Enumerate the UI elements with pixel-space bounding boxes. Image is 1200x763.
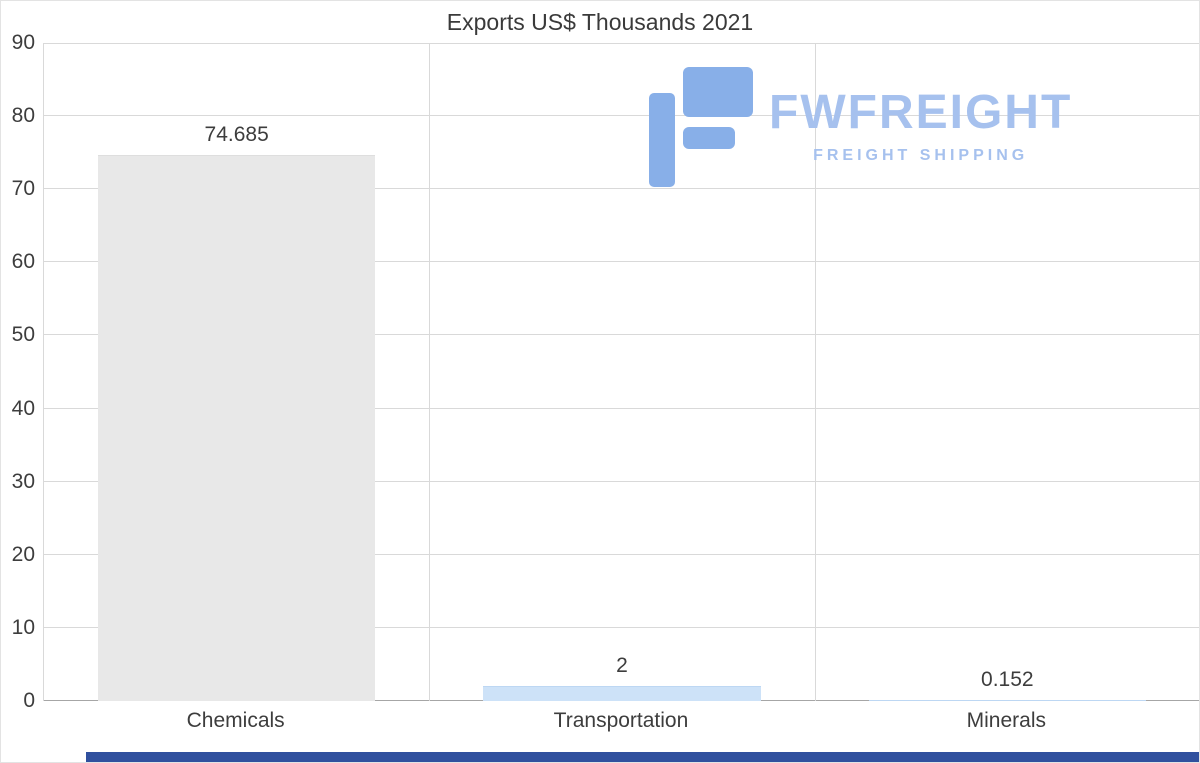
y-tick-label-50: 50 (11, 323, 35, 347)
y-tick-label-30: 30 (11, 469, 35, 493)
y-tick-label-20: 20 (11, 542, 35, 566)
x-tick-label-minerals: Minerals (966, 709, 1046, 732)
y-tick-label-80: 80 (11, 104, 35, 128)
gridline-y40 (44, 407, 1199, 409)
gridline-y50 (44, 334, 1199, 336)
y-axis: 0 10 20 30 40 50 60 70 80 90 (1, 31, 35, 712)
gridline-y70 (44, 188, 1199, 190)
gridline-y60 (44, 261, 1199, 263)
y-tick-label-40: 40 (11, 396, 35, 420)
y-tick-label-60: 60 (11, 250, 35, 274)
footer-strip (86, 752, 1199, 762)
value-label-transportation: 2 (616, 654, 628, 678)
bar-transportation[interactable] (483, 686, 761, 701)
x-tick-label-transportation: Transportation (553, 709, 689, 732)
logo-text-block: FWFREIGHT FREIGHT SHIPPING (769, 89, 1072, 165)
bar-minerals[interactable] (868, 699, 1147, 701)
fwfreight-logo: FWFREIGHT FREIGHT SHIPPING (649, 67, 1072, 187)
y-tick-label-0: 0 (23, 689, 35, 712)
y-tick-label-90: 90 (11, 31, 35, 54)
x-axis: Chemicals Transportation Minerals (43, 709, 1199, 743)
y-tick-label-70: 70 (11, 177, 35, 201)
value-label-chemicals: 74.685 (204, 122, 269, 146)
y-tick-label-10: 10 (11, 615, 35, 639)
logo-tagline: FREIGHT SHIPPING (813, 147, 1029, 164)
gridline-y30 (44, 480, 1199, 482)
gridline-x1 (429, 43, 431, 701)
gridline-y10 (44, 626, 1199, 628)
plot-area: 74.685 2 0.152 (43, 43, 1199, 701)
gridline-x2 (814, 43, 816, 701)
logo-name: FWFREIGHT (769, 86, 1073, 139)
bar-chemicals[interactable] (97, 154, 376, 701)
gridline-y80 (44, 115, 1199, 117)
x-tick-label-chemicals: Chemicals (186, 709, 285, 732)
gridline-y20 (44, 553, 1199, 555)
fwfreight-logo-icon (649, 67, 753, 187)
chart-title: Exports US$ Thousands 2021 (446, 9, 754, 35)
value-label-minerals: 0.152 (981, 667, 1034, 691)
gridline-y90 (44, 43, 1199, 44)
